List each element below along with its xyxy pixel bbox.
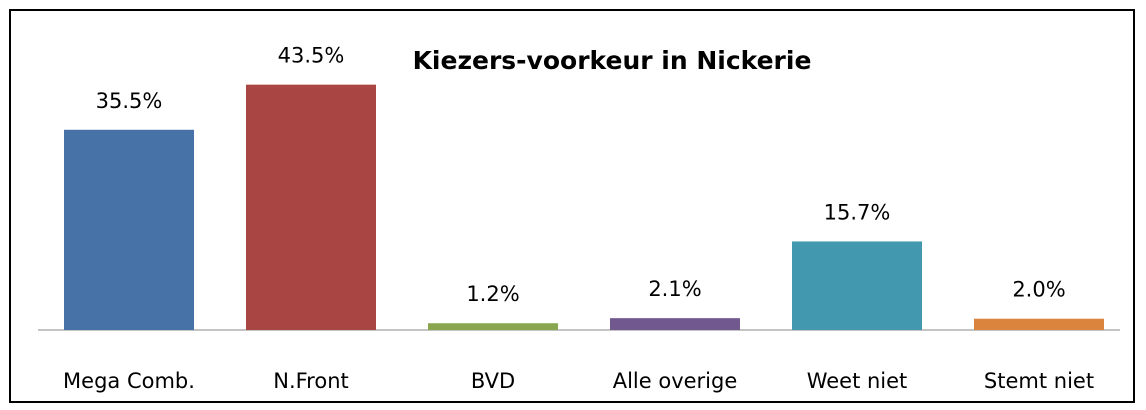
bar (792, 241, 922, 330)
value-label: 35.5% (96, 89, 163, 113)
bar (428, 323, 558, 330)
value-label: 43.5% (278, 44, 345, 68)
x-tick-label: Alle overige (613, 369, 738, 393)
chart-title: Kiezers-voorkeur in Nickerie (413, 46, 812, 75)
bar (974, 318, 1104, 330)
x-tick-label: Stemt niet (984, 369, 1094, 393)
x-tick-label: N.Front (273, 369, 349, 393)
bar (610, 318, 740, 330)
bar (64, 129, 194, 330)
value-label: 1.2% (466, 282, 519, 306)
x-tick-label: Weet niet (807, 369, 908, 393)
x-tick-label: BVD (471, 369, 515, 393)
value-label: 2.0% (1012, 278, 1065, 302)
value-label: 2.1% (648, 277, 701, 301)
x-tick-label: Mega Comb. (63, 369, 195, 393)
value-label: 15.7% (824, 200, 891, 224)
bar (246, 84, 376, 330)
chart-frame (9, 9, 1135, 403)
